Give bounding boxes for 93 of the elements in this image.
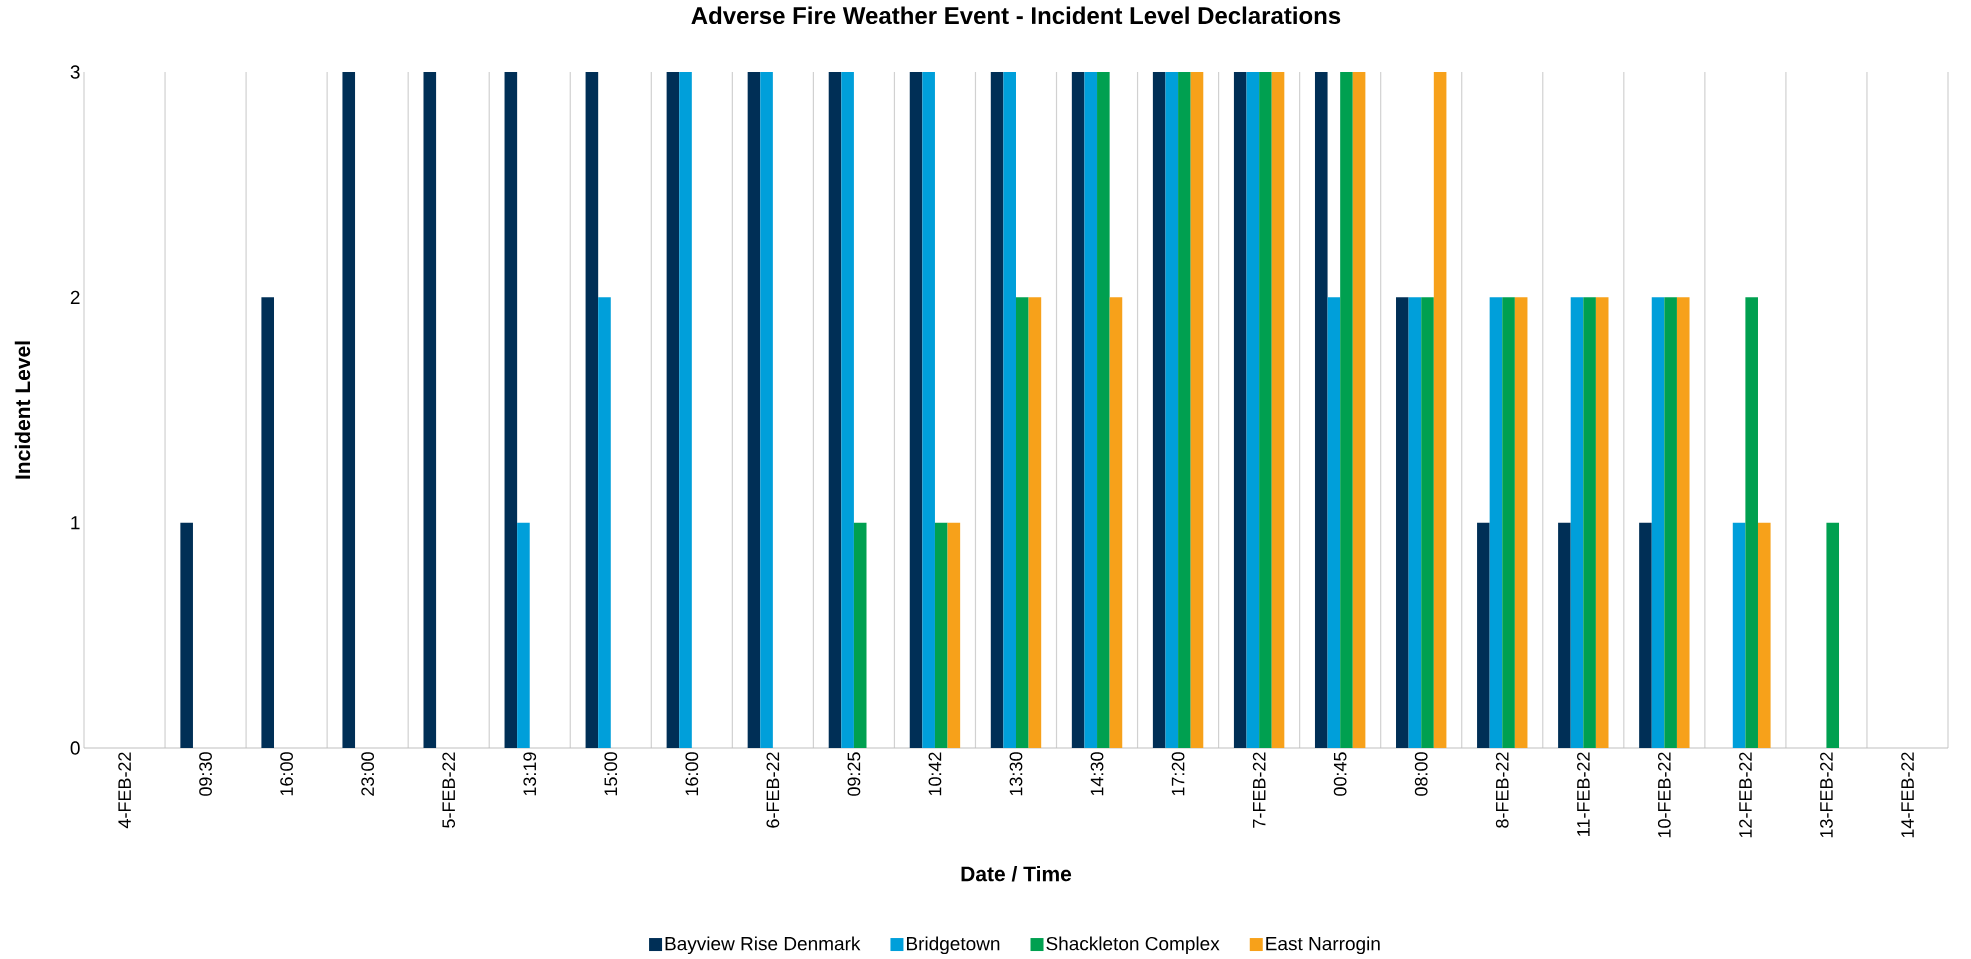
x-tick-label: 13-FEB-22 — [1820, 752, 1833, 838]
bar — [1016, 297, 1029, 748]
bar — [947, 522, 961, 748]
bar — [1595, 297, 1609, 748]
bar — [1639, 522, 1652, 748]
bar — [517, 522, 530, 748]
bar — [1651, 297, 1665, 748]
bar — [1570, 297, 1584, 748]
x-tick-label: 23:00 — [361, 752, 375, 796]
bar — [1477, 522, 1490, 748]
bar — [1826, 522, 1840, 748]
bar — [1558, 522, 1571, 748]
x-tick-label: 12-FEB-22 — [1739, 752, 1752, 838]
bar — [1165, 72, 1179, 748]
bar — [841, 72, 854, 748]
bar — [423, 72, 437, 748]
bar — [1084, 72, 1098, 748]
bar — [760, 72, 773, 748]
bar — [504, 72, 518, 748]
bar — [828, 72, 842, 748]
bar — [909, 72, 923, 748]
bar — [1433, 72, 1447, 748]
bar — [1152, 72, 1166, 748]
y-tick-label: 2 — [70, 290, 80, 304]
bar — [853, 522, 867, 748]
x-tick-label: 14-FEB-22 — [1901, 752, 1914, 838]
chart-title: Adverse Fire Weather Event - Incident Level Declarations — [691, 6, 1341, 25]
bar — [598, 297, 611, 748]
x-tick-label: 7-FEB-22 — [1252, 752, 1266, 828]
bar — [1676, 297, 1690, 748]
bar — [1178, 72, 1191, 748]
x-tick-label: 11-FEB-22 — [1577, 752, 1590, 836]
bar — [1352, 72, 1366, 748]
bar — [342, 72, 356, 748]
bar — [1097, 72, 1110, 748]
x-tick-label: 10:42 — [928, 752, 942, 796]
bar — [1314, 72, 1328, 748]
bar — [1109, 297, 1123, 748]
y-tick-label: 0 — [70, 741, 80, 755]
x-tick-label: 17:20 — [1171, 752, 1185, 796]
bar — [1028, 297, 1042, 748]
bar — [585, 72, 599, 748]
bar — [922, 72, 935, 748]
x-tick-label: 09:30 — [199, 752, 212, 796]
bar — [1259, 72, 1272, 748]
bar — [666, 72, 680, 748]
bar — [180, 522, 193, 748]
legend-label: Shackleton Complex — [1046, 936, 1220, 955]
bar — [1071, 72, 1085, 748]
bar — [1745, 297, 1758, 748]
x-axis-title: Date / Time — [961, 865, 1072, 882]
bar — [1396, 297, 1409, 748]
bar — [1489, 297, 1503, 748]
bar — [1190, 72, 1204, 748]
bar — [1514, 297, 1528, 748]
bar — [1271, 72, 1285, 748]
bar — [1502, 297, 1515, 748]
bar — [1340, 72, 1353, 748]
bar — [1408, 297, 1422, 748]
x-tick-label: 10-FEB-22 — [1657, 752, 1671, 838]
bar — [1732, 522, 1746, 748]
y-tick-label: 3 — [70, 65, 80, 79]
bar — [261, 297, 275, 748]
y-tick-label: 1 — [71, 516, 80, 530]
bar — [747, 72, 761, 748]
bar — [990, 72, 1004, 748]
x-tick-label: 13:19 — [523, 752, 537, 796]
bar — [934, 522, 948, 748]
x-tick-label: 08:00 — [1414, 752, 1428, 796]
x-tick-label: 00:45 — [1333, 752, 1347, 796]
bar — [1421, 297, 1434, 748]
bar — [1327, 297, 1341, 748]
x-tick-label: 8-FEB-22 — [1495, 752, 1509, 828]
bar — [1003, 72, 1016, 748]
legend-label: Bayview Rise Denmark — [665, 936, 861, 955]
bar — [1246, 72, 1260, 748]
legend-label: Bridgetown — [907, 936, 1000, 955]
x-tick-label: 09:25 — [847, 752, 861, 796]
x-tick-label: 16:00 — [685, 752, 699, 796]
bar — [1583, 297, 1596, 748]
x-tick-label: 16:00 — [280, 752, 293, 796]
legend-label: East Narrogin — [1266, 936, 1380, 955]
bar — [679, 72, 692, 748]
x-tick-label: 4-FEB-22 — [118, 752, 131, 829]
x-tick-label: 15:00 — [604, 752, 618, 796]
bar — [1233, 72, 1247, 748]
x-tick-label: 13:30 — [1009, 752, 1023, 796]
bar — [1664, 297, 1677, 748]
bar — [1757, 522, 1771, 748]
y-axis-title: Incident Level — [14, 341, 31, 479]
x-tick-label: 5-FEB-22 — [442, 752, 456, 828]
x-tick-label: 14:30 — [1090, 752, 1104, 796]
x-tick-label: 6-FEB-22 — [766, 752, 780, 828]
